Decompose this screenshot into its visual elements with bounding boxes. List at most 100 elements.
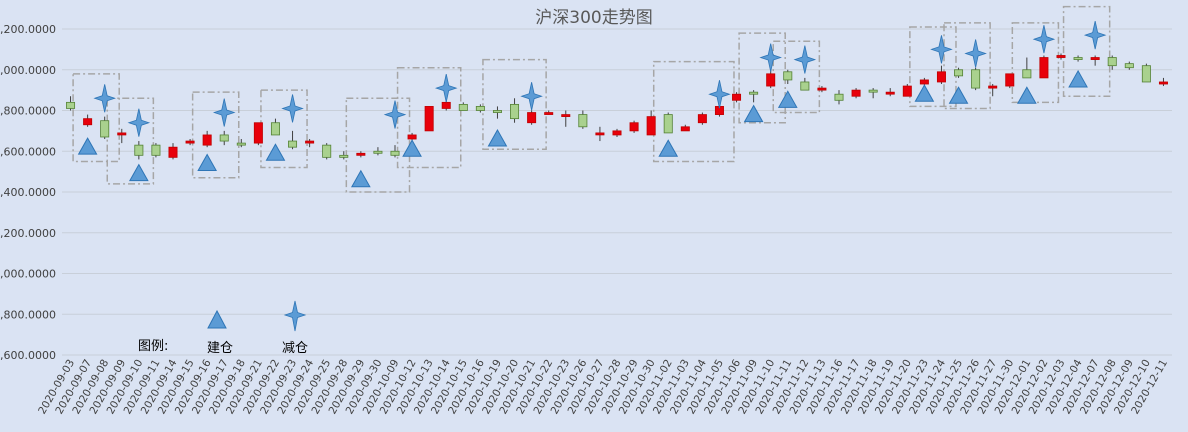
sell-marker — [212, 98, 236, 127]
candle-body — [117, 132, 127, 136]
candle-body — [236, 142, 246, 146]
candle-body — [492, 110, 502, 113]
sell-marker — [1032, 25, 1056, 54]
candle-body — [151, 144, 161, 156]
candle-body — [783, 71, 793, 81]
sell-marker — [281, 94, 304, 123]
candle-body — [202, 134, 212, 146]
candle-body — [390, 150, 400, 156]
highlight-box — [72, 73, 120, 163]
candle-body — [66, 101, 76, 109]
candle-body — [1158, 81, 1168, 85]
candle-body — [902, 85, 912, 97]
y-tick-label: 4,200.0000 — [0, 227, 56, 240]
sell-marker — [930, 35, 953, 64]
highlight-box — [345, 97, 411, 193]
buy-marker — [77, 137, 98, 155]
buy-marker — [948, 86, 969, 104]
highlight-box — [909, 26, 957, 108]
sell-marker — [759, 43, 782, 72]
sell-marker — [964, 39, 987, 68]
highlight-box — [1062, 5, 1111, 97]
candle-body — [612, 130, 622, 136]
candle-body — [868, 89, 878, 93]
candle-body — [646, 116, 656, 136]
candle-body — [1056, 55, 1066, 58]
legend-title: 图例: — [138, 339, 168, 354]
legend-sell-label: 减仓 — [282, 341, 308, 356]
candle-body — [851, 89, 861, 97]
legend: 图例: 建仓 减仓 — [138, 300, 308, 356]
buy-marker — [350, 169, 371, 188]
candle-body — [1124, 63, 1134, 69]
candle-body — [680, 126, 690, 132]
sell-marker — [434, 74, 458, 103]
buy-marker — [743, 104, 764, 123]
highlight-box — [191, 91, 240, 179]
candle-body — [527, 112, 537, 124]
candle-body — [253, 122, 263, 144]
chart-title: 沪深300走势图 — [535, 8, 652, 28]
candle-body — [168, 146, 178, 158]
sell-marker — [520, 82, 543, 111]
candles — [66, 53, 1168, 160]
candle-body — [749, 91, 759, 95]
candle-body — [732, 93, 742, 101]
candle-body — [1039, 57, 1049, 79]
candle-body — [458, 103, 468, 111]
buy-marker — [914, 84, 935, 102]
candle-body — [83, 118, 93, 126]
buy-marker — [128, 163, 149, 182]
y-tick-label: 5,200.0000 — [0, 23, 56, 36]
y-axis-tick-labels: 3,600.0000 3,800.0000 4,000.0000 4,200.0000… — [0, 23, 56, 362]
candle-body — [1022, 69, 1032, 79]
sell-marker — [127, 108, 151, 137]
highlight-box — [738, 32, 786, 124]
triangle-icon — [207, 309, 227, 329]
highlight-box — [772, 40, 821, 114]
candle-body — [441, 101, 451, 109]
highlight-box — [1011, 22, 1060, 104]
candle-body — [578, 114, 588, 128]
y-tick-label: 4,800.0000 — [0, 105, 56, 118]
buy-marker — [265, 143, 286, 161]
candle-body — [322, 144, 332, 158]
buy-marker — [1068, 69, 1088, 88]
candle-body — [919, 79, 929, 85]
candle-body — [407, 134, 417, 140]
candle-body — [936, 71, 946, 83]
candle-body — [595, 132, 605, 136]
candle-body — [988, 85, 998, 89]
candle-body — [629, 122, 639, 132]
candle-body — [270, 122, 280, 136]
candle-body — [510, 103, 520, 120]
candle-body — [954, 69, 964, 77]
y-tick-label: 3,800.0000 — [0, 308, 56, 321]
sell-marker — [1083, 21, 1107, 50]
candle-body — [544, 112, 554, 115]
sell-marker — [708, 80, 731, 109]
candle-body — [697, 114, 707, 124]
buy-marker — [658, 139, 679, 157]
highlight-box — [106, 97, 155, 185]
candle-body — [1107, 57, 1117, 67]
highlight-box — [260, 89, 308, 169]
buy-marker — [777, 90, 798, 108]
sell-marker — [383, 100, 407, 129]
candle-body — [219, 134, 229, 142]
candle-body — [1005, 73, 1015, 87]
candle-body — [834, 93, 844, 101]
candle-body — [288, 140, 298, 148]
star-icon — [283, 300, 307, 332]
candle-body — [1073, 57, 1083, 60]
sell-marker — [793, 45, 817, 74]
candle-body — [800, 81, 810, 91]
y-tick-label: 3,600.0000 — [0, 349, 56, 362]
gridlines — [62, 28, 1172, 356]
x-axis-tick-labels: 2020-09-032020-09-072020-09-082020-09-09… — [36, 357, 1170, 416]
legend-buy-label: 建仓 — [207, 341, 233, 356]
candle-body — [356, 152, 366, 156]
candle-body — [561, 114, 571, 117]
